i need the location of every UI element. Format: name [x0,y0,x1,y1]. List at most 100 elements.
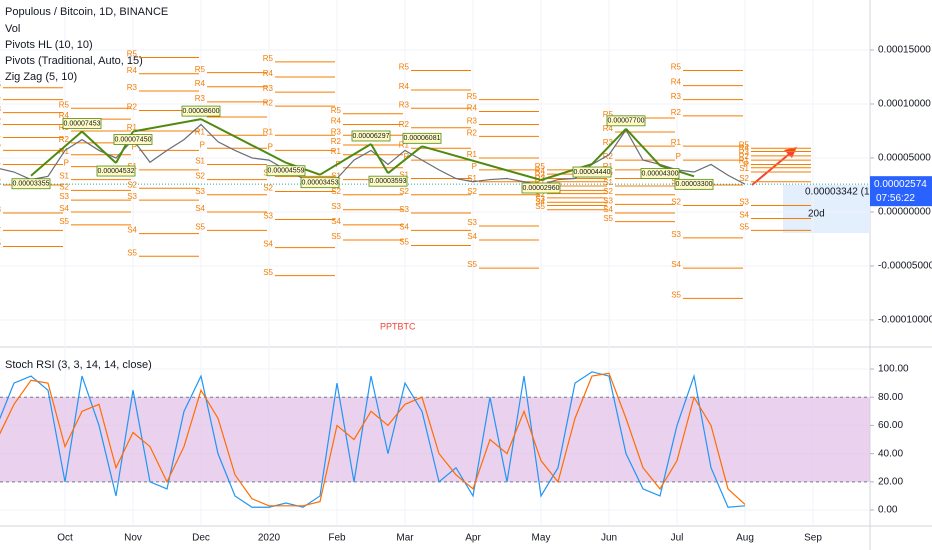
pivot-label: S3 [331,202,341,211]
pivot-label: R2 [739,152,750,161]
y-tick-label: 40.00 [878,448,903,459]
pivot-label: S4 [263,240,273,249]
legend: Zig Zag (5, 10) [5,71,77,83]
pivot-label: R5 [127,50,138,59]
y-tick-label: 0.00010000 [878,99,931,110]
pivot-label: S3 [467,218,477,227]
pivot-label: R3 [331,127,342,136]
pivot-label: R3 [603,138,614,147]
last-price-label: 0.00002574 [874,179,927,190]
pivot-label: S3 [59,192,69,201]
measure-label: 0.00003342 (128.40 [805,187,895,198]
pivot-label: S2 [399,187,409,196]
pivot-label: S2 [263,184,273,193]
zigzag-segment [30,130,83,177]
pivot-label: R3 [127,83,138,92]
pivot-label: R5 [535,162,546,171]
pivot-label: S4 [0,222,2,231]
title: Populous / Bitcoin, 1D, BINANCE [5,6,168,18]
pivot-label: P [64,159,69,168]
zigzag-label-box [640,168,680,179]
pivot-label: R3 [399,100,410,109]
zigzag-label-box [11,178,51,190]
pivot-label: R5 [331,106,342,115]
pivot-label: S1 [331,172,341,181]
pivot-label: R3 [0,105,2,114]
zigzag-label-box [181,105,221,117]
zigzag-segment [132,118,202,133]
x-tick-label: Oct [57,533,73,544]
pivot-label: S2 [671,198,681,207]
pivot-label: S3 [603,197,613,206]
pivot-label: S4 [59,204,69,213]
arrow-head [784,147,797,158]
stoch-line [0,372,746,507]
pivot-label: S5 [399,238,409,247]
x-tick-label: 2020 [258,533,281,544]
pivot-label: R4 [0,92,2,101]
legend: Stoch RSI (3, 3, 14, 14, close) [5,359,152,371]
pivot-label: S5 [59,217,69,226]
pivot-label: S1 [59,172,69,181]
pivot-label: S3 [671,230,681,239]
pivot-label: R3 [467,117,478,126]
pivot-label: S5 [739,222,749,231]
pivot-label: P [132,143,137,152]
pivot-label: R4 [467,104,478,113]
pivot-label: S2 [195,172,205,181]
pivot-label: S4 [467,232,477,241]
zigzag-label-box [300,177,340,189]
pivot-label: S1 [399,171,409,180]
pivot-label: S2 [59,182,69,191]
last-price-box [870,176,932,207]
zigzag-label-box [113,134,153,145]
pivot-label: S3 [0,205,2,214]
measure-bars: 20d [808,209,825,220]
pivot-label: S2 [127,180,137,189]
pivot-label: P [676,152,681,161]
x-tick-label: Dec [192,533,210,544]
zigzag-segment [387,145,423,174]
y-tick-label: 80.00 [878,392,903,403]
pivot-label: R2 [331,137,342,146]
zigzag-segment [200,118,287,164]
x-tick-label: Feb [328,533,346,544]
pivot-label: S4 [195,204,205,213]
pivot-label: R4 [739,144,750,153]
pivot-label: R1 [331,147,342,156]
pivot-label: S5 [331,232,341,241]
pivot-label: S3 [739,198,749,207]
pivot-label: R4 [59,111,70,120]
pivot-label: S5 [263,268,273,277]
zigzag-label-box [674,178,714,190]
pivot-label: R5 [59,100,70,109]
zigzag-segment [319,143,372,176]
zigzag-label: 0.00004532 [98,168,135,175]
y-tick-label: 0.00005000 [878,153,931,164]
zigzag-label-box [266,165,306,177]
pivot-label: S5 [127,248,137,257]
pivot-label: S3 [195,187,205,196]
pivot-label: R4 [603,124,614,133]
pivot-label: S4 [671,260,681,269]
zigzag-label: 0.00006297 [353,133,390,140]
x-tick-label: Sep [804,533,822,544]
pivot-label: S2 [535,190,545,199]
pivot-label: S1 [0,157,2,166]
pivot-label: R1 [127,123,138,132]
pivot-label: S1 [739,164,749,173]
pivot-label: S2 [603,187,613,196]
pivot-label: R5 [195,65,206,74]
zigzag-label: 0.00004440 [574,169,611,176]
zigzag-label: 0.00004300 [642,170,679,177]
pivot-label: S5 [603,214,613,223]
watermark: PPTBTC [380,321,416,331]
pivot-label: R3 [195,94,206,103]
pivot-label: S5 [195,222,205,231]
pivot-label: R5 [399,63,410,72]
zigzag-label: 0.00008600 [183,108,220,115]
zigzag-segment [81,130,117,164]
pivot-label: R5 [603,110,614,119]
pivot-label: R1 [467,150,478,159]
